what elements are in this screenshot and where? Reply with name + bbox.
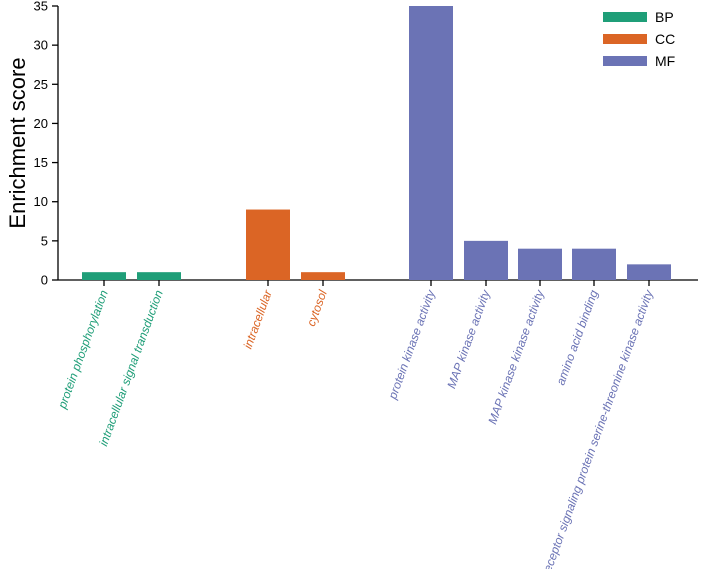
category-label-protein-phosphorylation: protein phosphorylation — [55, 288, 111, 411]
bar-map-kinase-kinase-activity — [518, 248, 562, 280]
y-tick-label: 35 — [34, 0, 48, 14]
category-label-map-kinase-activity: MAP kinase activity — [444, 287, 493, 390]
legend-swatch-mf — [603, 56, 647, 66]
category-label-intracellular-signal-transduction: intracellular signal transduction — [96, 288, 166, 448]
category-label-receptor-signaling-protein-serine-threonine-kinase-activity: receptor signaling protein serine-threon… — [539, 287, 656, 569]
bar-receptor-signaling-protein-serine-threonine-kinase-activity — [627, 264, 671, 280]
y-tick-label: 15 — [34, 155, 48, 170]
category-label-map-kinase-kinase-activity: MAP kinase kinase activity — [485, 287, 547, 426]
bar-cytosol — [301, 272, 345, 280]
y-tick-label: 30 — [34, 38, 48, 53]
category-label-cytosol: cytosol — [304, 288, 330, 328]
y-tick-label: 5 — [41, 233, 48, 248]
legend-label-mf: MF — [655, 53, 675, 69]
bars — [82, 6, 671, 280]
x-ticks — [103, 280, 650, 286]
y-ticks: 0 5 10 15 20 25 30 35 — [34, 0, 58, 288]
category-label-amino-acid-binding: amino acid binding — [553, 288, 600, 387]
legend-swatch-cc — [603, 34, 647, 44]
bar-intracellular-signal-transduction — [137, 272, 181, 280]
legend-label-bp: BP — [655, 9, 674, 25]
axes — [57, 6, 698, 281]
y-tick-label: 20 — [34, 116, 48, 131]
legend-swatch-bp — [603, 12, 647, 22]
y-tick-label: 0 — [41, 273, 48, 288]
category-label-protein-kinase-activity: protein kinase activity — [385, 287, 438, 401]
y-tick-label: 25 — [34, 77, 48, 92]
bar-amino-acid-binding — [572, 248, 616, 280]
bar-protein-phosphorylation — [82, 272, 126, 280]
bar-map-kinase-activity — [464, 240, 508, 280]
y-axis-title: Enrichment score — [5, 57, 30, 228]
category-label-intracellular: intracellular — [241, 287, 275, 350]
legend: BP CC MF — [603, 9, 675, 69]
bar-intracellular — [246, 209, 290, 280]
y-tick-label: 10 — [34, 194, 48, 209]
bar-protein-kinase-activity — [409, 6, 453, 280]
legend-label-cc: CC — [655, 31, 675, 47]
